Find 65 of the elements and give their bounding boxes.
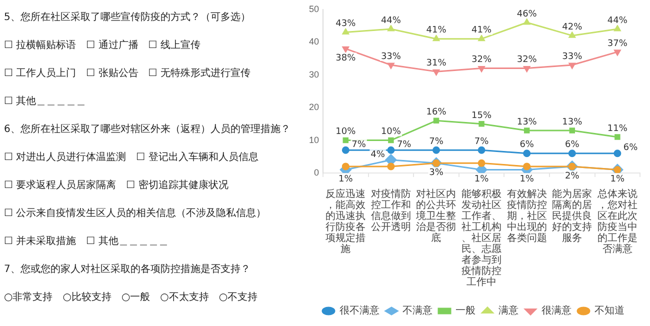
- data-label: 1%: [474, 174, 490, 185]
- text: ☐ 要求返程人员居家隔离 ☐ 密切追踪其健康状况: [4, 178, 230, 193]
- data-label: 33%: [562, 52, 583, 62]
- data-label: 3%: [429, 168, 444, 178]
- data-label: 13%: [516, 117, 538, 128]
- data-label: 38%: [336, 54, 356, 64]
- y-tick-label: 40: [308, 36, 320, 47]
- x-tick-label: 反应迅速，能高效的迅速执行防疫各项规定措施: [326, 188, 366, 256]
- text: ☐ 工作人员上门 ☐ 张贴公告 ☐ 无特殊形式进行宣传: [4, 66, 252, 81]
- data-label: 11%: [607, 124, 628, 134]
- data-label: 1%: [338, 174, 354, 185]
- data-label: 2%: [564, 171, 580, 182]
- data-label: 6%: [520, 140, 534, 150]
- data-label: 7%: [396, 140, 412, 150]
- y-tick-label: 20: [308, 102, 320, 112]
- data-label: 46%: [516, 9, 538, 20]
- data-label: 41%: [472, 26, 492, 36]
- data-label: 41%: [426, 26, 447, 36]
- data-label: 42%: [562, 22, 583, 32]
- legend-label: 很满意: [542, 304, 572, 317]
- data-label: 10%: [336, 127, 356, 138]
- data-label: 32%: [516, 55, 538, 66]
- y-tick-label: 10: [308, 134, 320, 145]
- legend-label: 很不满意: [340, 304, 380, 317]
- data-label: 13%: [562, 117, 583, 128]
- data-label: 4%: [370, 150, 386, 160]
- data-label: 43%: [336, 19, 356, 30]
- data-label: 15%: [472, 110, 492, 121]
- data-label: 7%: [429, 136, 444, 147]
- data-label: 31%: [426, 58, 447, 68]
- y-tick-label: 50: [308, 4, 320, 14]
- data-label: 1%: [610, 174, 626, 185]
- legend-label: 不知道: [594, 304, 624, 317]
- legend-label: 不满意: [402, 304, 432, 317]
- text: 5、您所在社区采取了哪些宣传防疫的方式？（可多选）: [4, 10, 252, 25]
- legend-label: 满意: [498, 304, 518, 317]
- category-label: 能够积极发动社区工作者、社工机构、社区居民、志愿者参与到疫情防控工作中: [462, 189, 502, 288]
- data-label: 10%: [380, 127, 402, 138]
- data-label: 6%: [623, 143, 638, 154]
- data-label: 16%: [426, 107, 447, 118]
- text: 7、您或您的家人对社区采取的各项防控措施是否支持？: [4, 262, 252, 277]
- data-label: 6%: [564, 140, 580, 150]
- text: ☐ 其他＿＿＿＿＿: [4, 94, 88, 109]
- x-tick-label: 对疫情防控工作和信息做到公开透明: [370, 188, 411, 234]
- x-tick-label: 对社区内的公共环境卫生整治是否彻底: [415, 188, 456, 244]
- legend-label: 一般: [456, 306, 476, 317]
- text: 6、您所在社区采取了哪些对辖区外来（返程）人员的管理措施？: [4, 122, 292, 137]
- data-label: 37%: [607, 38, 628, 49]
- text: ☐ 对进出人员进行体温监测 ☐ 登记出入车辆和人员信息: [4, 150, 260, 165]
- x-tick-label: 总体来说，您对社区在此次防疫当中的工作是否满意: [596, 188, 638, 256]
- text: ☐ 公示来自疫情发生区人员的相关信息（不涉及隐私信息）: [4, 206, 268, 221]
- data-label: 7%: [474, 136, 490, 147]
- text: ☐ 并未采取措施 ☐ 其他＿＿＿＿＿: [4, 234, 170, 249]
- y-tick-label: 30: [308, 69, 320, 80]
- data-label: 44%: [380, 16, 402, 26]
- text: ☐ 拉横幅贴标语 ☐ 通过广播 ☐ 线上宣传: [4, 38, 202, 53]
- data-label: 32%: [472, 55, 492, 66]
- data-label: 44%: [607, 16, 628, 26]
- data-label: 7%: [352, 140, 366, 150]
- text: ○非常支持 ○比较支持 ○一般 ○不太支持 ○不支持: [4, 290, 259, 305]
- data-label: 33%: [380, 52, 402, 62]
- data-label: 1%: [520, 174, 534, 185]
- x-tick-label: 有效解决疫情防控期，社区中出现的各类问题: [506, 188, 547, 244]
- x-tick-label: 能为居家隔离的居民提供良好的支持服务: [552, 188, 592, 244]
- y-tick-label: 0: [314, 167, 320, 178]
